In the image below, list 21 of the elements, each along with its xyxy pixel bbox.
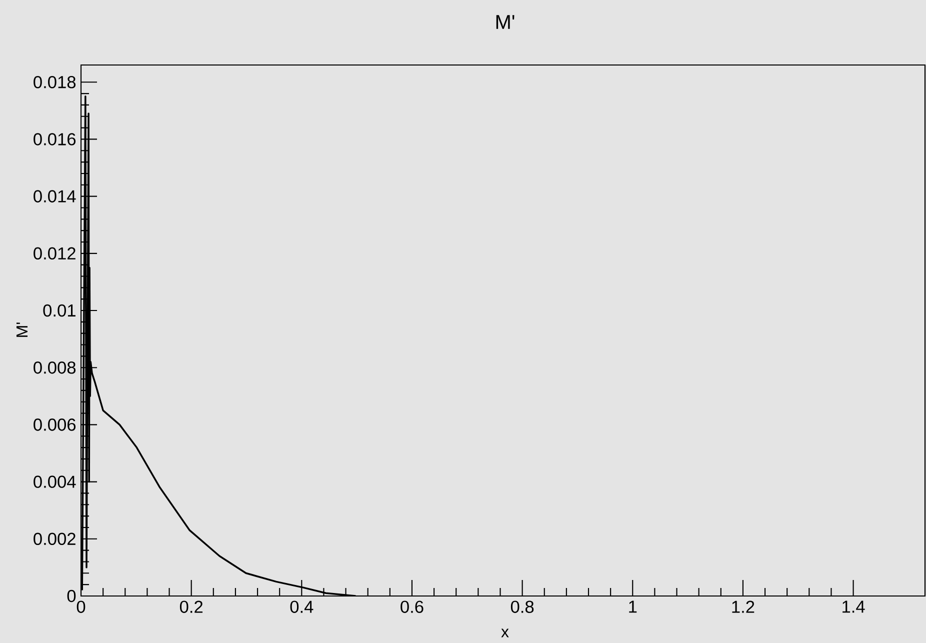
x-tick-label: 0 <box>76 600 86 613</box>
y-tick-label: 0.018 <box>34 76 76 88</box>
y-tick-label: 0.004 <box>34 476 76 488</box>
y-tick-label: 0.006 <box>34 418 76 431</box>
x-tick-label: 0.8 <box>510 600 534 613</box>
y-tick-label: 0.01 <box>43 304 76 317</box>
y-tick-label: 0.008 <box>34 361 76 374</box>
y-tick-label: 0 <box>67 590 76 602</box>
chart-title: M' <box>496 15 514 29</box>
y-tick-label: 0.012 <box>34 247 76 260</box>
y-tick-label: 0.014 <box>34 190 76 202</box>
y-axis-title: M' <box>16 322 28 337</box>
y-tick-label: 0.002 <box>34 532 76 546</box>
x-tick-label: 0.6 <box>400 600 424 613</box>
y-tick-label: 0.016 <box>34 133 76 146</box>
x-tick-label: 0.2 <box>180 600 202 613</box>
x-tick-label: 1.2 <box>732 600 754 613</box>
x-tick-label: 0.4 <box>290 600 314 613</box>
x-tick-label: 1.4 <box>842 600 865 613</box>
x-axis-title: x <box>501 628 509 638</box>
x-tick-label: 1 <box>629 600 637 613</box>
